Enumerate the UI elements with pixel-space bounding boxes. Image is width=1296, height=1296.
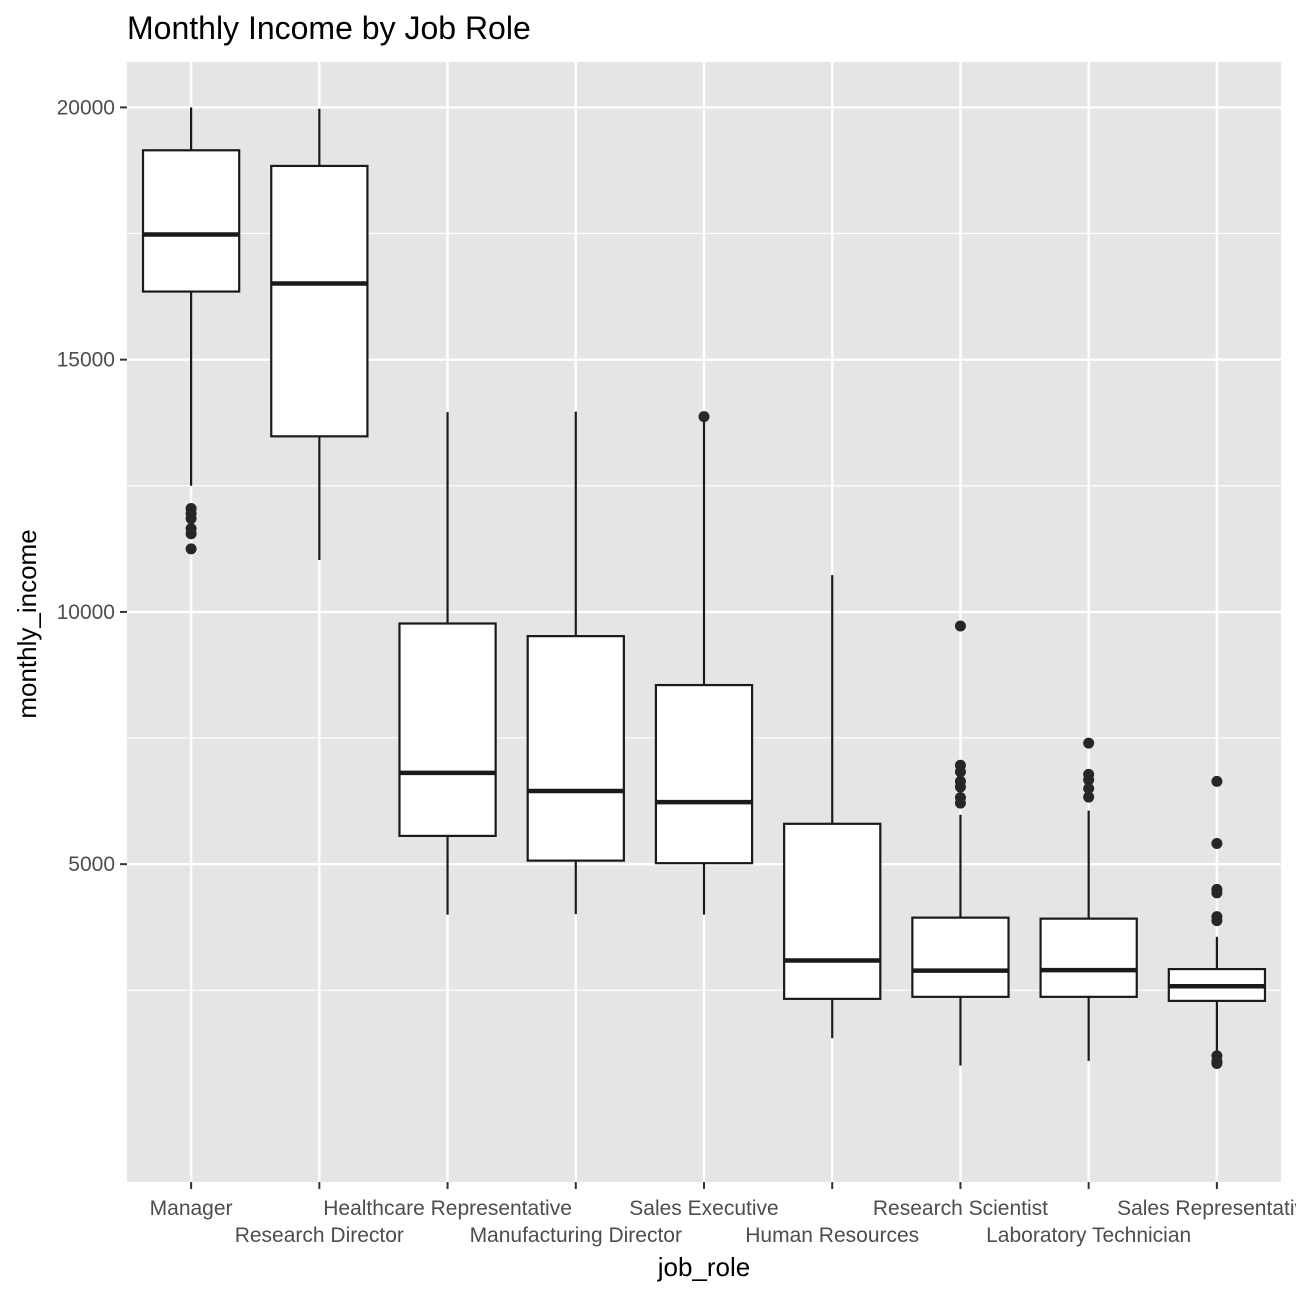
outlier-point bbox=[1211, 775, 1223, 787]
box-research-scientist bbox=[911, 620, 1010, 1066]
x-axis-title: job_role bbox=[657, 1252, 751, 1282]
outlier-point bbox=[185, 543, 197, 555]
box-sales-executive bbox=[654, 411, 754, 915]
x-tick-label: Sales Executive bbox=[629, 1197, 778, 1220]
outlier-point bbox=[1211, 837, 1223, 849]
box-laboratory-technician bbox=[1039, 737, 1138, 1061]
x-tick-label: Research Director bbox=[235, 1224, 404, 1247]
x-tick-label: Manager bbox=[150, 1197, 233, 1220]
iqr-box bbox=[526, 635, 625, 862]
box-human-resources bbox=[783, 575, 882, 1039]
outlier-point bbox=[954, 766, 966, 778]
box-manufacturing-director bbox=[526, 411, 625, 915]
box-manager bbox=[141, 107, 241, 555]
x-tick-label: Laboratory Technician bbox=[986, 1224, 1191, 1247]
y-tick-label: 20000 bbox=[57, 96, 115, 119]
outlier-point bbox=[1083, 791, 1095, 803]
outlier-point bbox=[185, 513, 197, 525]
iqr-box bbox=[398, 622, 497, 838]
x-tick-label: Research Scientist bbox=[873, 1197, 1048, 1220]
outlier-point bbox=[954, 797, 966, 809]
y-tick-label: 5000 bbox=[68, 853, 115, 876]
outlier-point bbox=[1211, 1057, 1223, 1069]
outlier-point bbox=[1211, 887, 1223, 899]
y-axis-title: monthly_income bbox=[12, 529, 42, 718]
outlier-point bbox=[698, 411, 710, 423]
outlier-point bbox=[954, 620, 966, 632]
iqr-box bbox=[783, 822, 882, 1000]
outlier-point bbox=[1211, 915, 1223, 927]
iqr-box bbox=[654, 683, 754, 865]
outlier-point bbox=[1083, 774, 1095, 786]
box-research-director bbox=[270, 108, 369, 560]
iqr-box bbox=[911, 916, 1010, 998]
iqr-box bbox=[141, 149, 241, 293]
y-tick-label: 10000 bbox=[57, 601, 115, 624]
outlier-point bbox=[954, 781, 966, 793]
iqr-box bbox=[1039, 917, 1138, 998]
y-tick-label: 15000 bbox=[57, 349, 115, 372]
x-tick-label: Human Resources bbox=[745, 1224, 919, 1247]
box-healthcare-representative bbox=[398, 412, 497, 915]
box-sales-representative bbox=[1167, 775, 1267, 1069]
outlier-point bbox=[1083, 782, 1095, 794]
outlier-point bbox=[185, 528, 197, 540]
x-tick-label: Manufacturing Director bbox=[470, 1224, 682, 1247]
iqr-box bbox=[270, 164, 369, 438]
chart-title: Monthly Income by Job Role bbox=[127, 10, 531, 46]
x-tick-label: Healthcare Representative bbox=[323, 1197, 572, 1220]
outlier-point bbox=[1083, 737, 1095, 749]
x-tick-label: Sales Representative bbox=[1117, 1197, 1296, 1220]
